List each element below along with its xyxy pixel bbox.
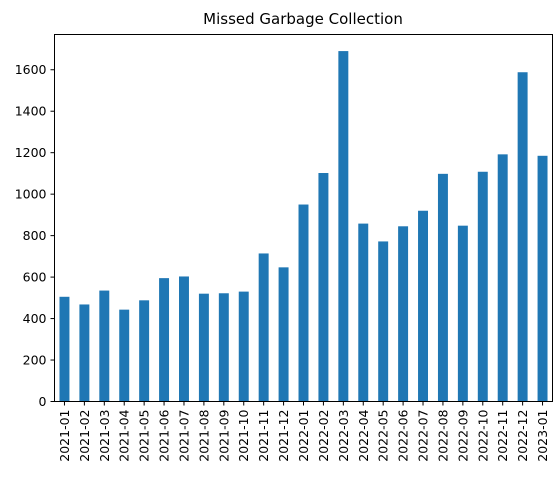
x-axis: 2021-01 2021-02 2021-03 2021-04 2021-05 2021-… [57,401,550,462]
x-tick-label: 2022-01 [296,410,311,462]
bar [119,309,130,402]
bar [139,300,150,402]
bar [338,51,349,402]
y-tick-label: 1600 [15,62,47,77]
x-tick-label: 2021-08 [196,409,211,461]
x-tick-label: 2021-03 [97,410,112,462]
bar [278,267,289,402]
bar [99,290,110,402]
bar [218,293,229,402]
y-axis: 0 200 400 600 800 1000 1200 1400 1600 [15,62,55,409]
bar [437,173,448,402]
bar [198,293,209,402]
x-tick-label: 2022-10 [475,409,490,461]
y-tick-label: 1000 [15,187,47,202]
y-tick-label: 1200 [15,145,47,160]
x-tick-label: 2021-09 [216,409,231,461]
x-tick-label: 2021-01 [57,410,72,462]
x-tick-label: 2022-05 [376,410,391,462]
x-tick-label: 2021-04 [117,409,132,461]
y-tick-label: 0 [39,394,47,409]
bar [298,204,309,402]
x-tick-label: 2022-07 [416,410,431,462]
y-tick-label: 400 [23,311,47,326]
y-tick-label: 800 [23,228,47,243]
plot-frame [54,34,553,402]
bar [378,241,389,402]
x-tick-label: 2021-11 [256,410,271,462]
x-tick-label: 2023-01 [535,410,550,462]
bar [179,276,189,402]
bar [258,253,269,402]
x-tick-label: 2022-11 [495,410,510,462]
x-tick-label: 2022-03 [336,410,351,462]
bar [457,225,468,402]
y-tick-label: 200 [23,353,47,368]
y-tick-label: 600 [23,270,47,285]
bar-series [59,51,548,402]
bar [159,278,170,402]
bar [59,296,70,402]
bar [517,72,528,402]
x-tick-label: 2021-10 [236,409,251,461]
x-tick-label: 2021-02 [77,410,92,462]
chart-title: Missed Garbage Collection [203,10,403,28]
bar [318,173,329,402]
bar [418,210,428,402]
x-tick-label: 2021-05 [137,410,152,462]
x-tick-label: 2022-04 [356,409,371,461]
y-tick-label: 1400 [15,104,47,119]
bar [537,155,548,402]
x-tick-label: 2022-06 [396,409,411,461]
x-tick-label: 2021-06 [157,409,172,461]
bar [398,226,409,402]
x-tick-label: 2022-09 [455,409,470,461]
bar [358,223,369,402]
x-tick-label: 2022-02 [316,410,331,462]
x-tick-label: 2022-08 [435,409,450,461]
bar [238,291,249,402]
x-tick-label: 2021-12 [276,410,291,462]
bar [497,154,508,402]
bar [79,304,90,402]
x-tick-label: 2021-07 [176,410,191,462]
bar [477,171,488,402]
x-tick-label: 2022-12 [515,410,530,462]
